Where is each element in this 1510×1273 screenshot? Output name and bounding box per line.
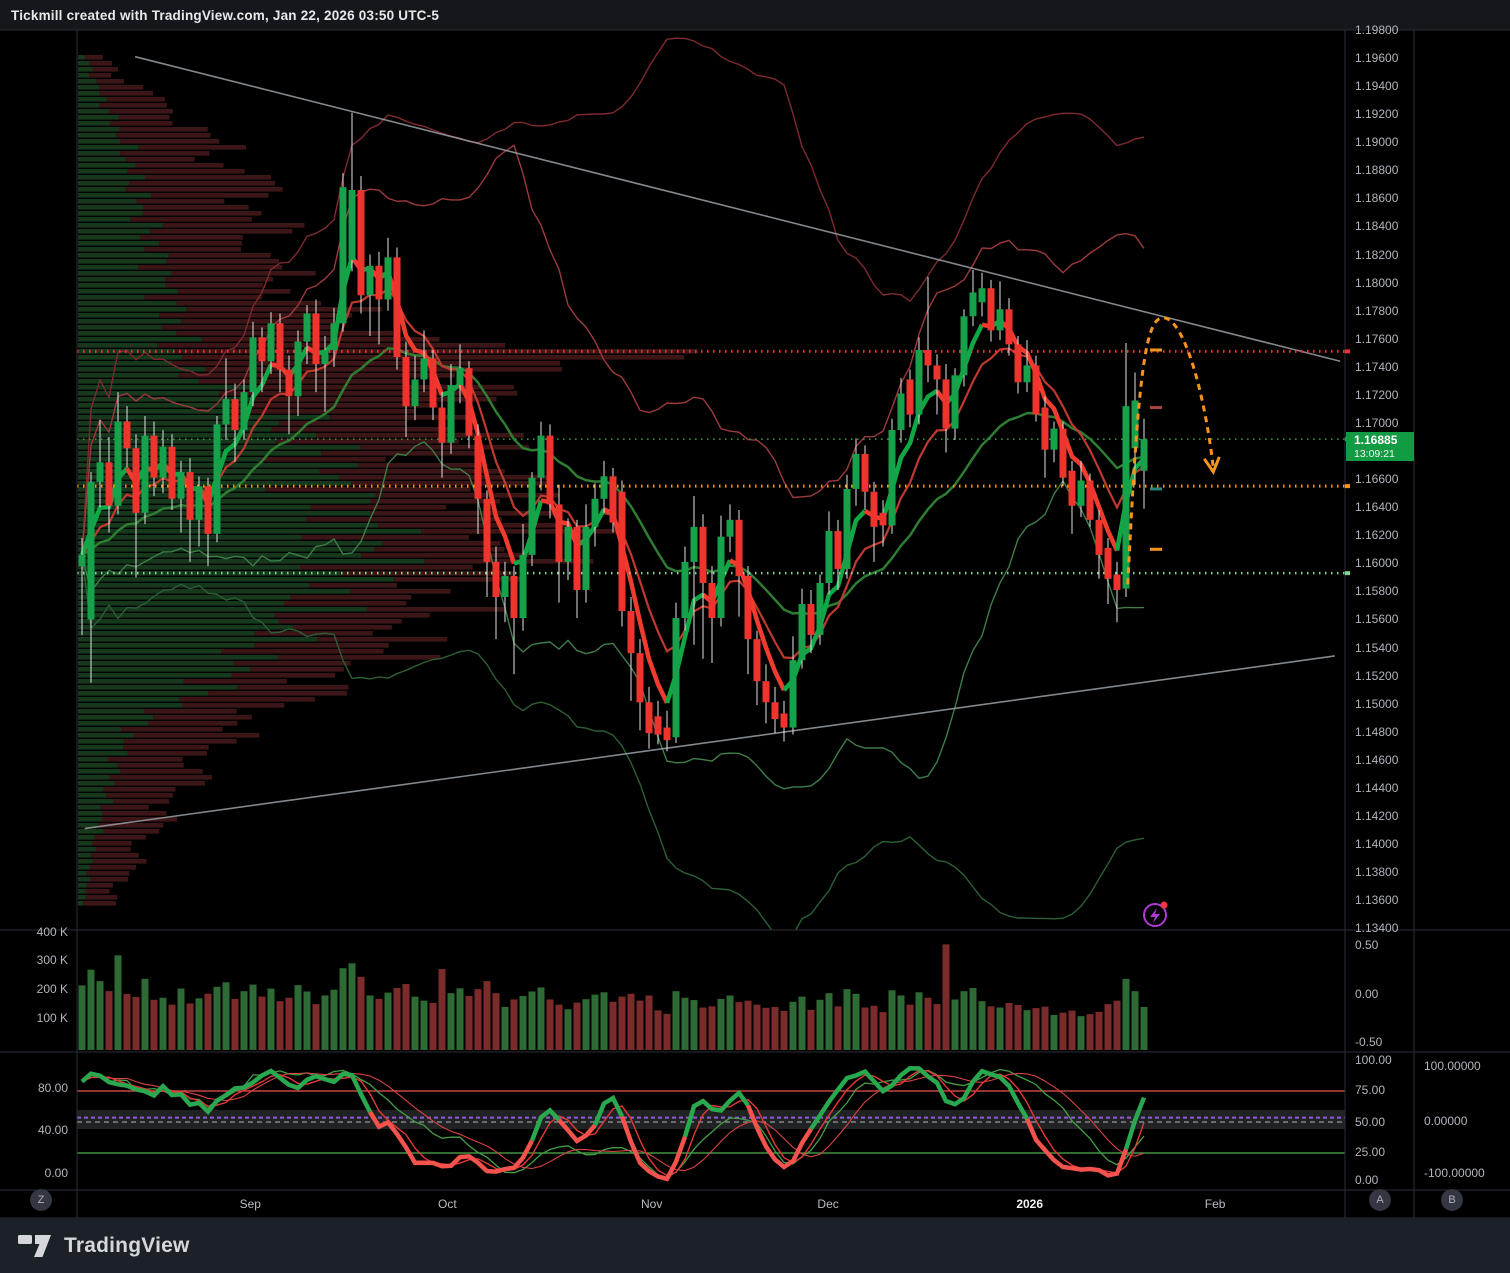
price-tick-label: 1.17600 xyxy=(1355,331,1399,346)
attribution-bar: Tickmill created with TradingView.com, J… xyxy=(0,0,1510,30)
price-tick-label: 1.15800 xyxy=(1355,584,1399,599)
price-tick-label: 1.18000 xyxy=(1355,275,1399,290)
oscillator-right-scale-label: 100.00 xyxy=(1355,1053,1392,1067)
price-tick-label: 1.14800 xyxy=(1355,724,1399,739)
price-tick-label: 1.19600 xyxy=(1355,51,1399,66)
oscillator-far-scale-label: 100.00000 xyxy=(1424,1059,1481,1073)
oscillator-right-scale-label: 75.00 xyxy=(1355,1083,1386,1097)
time-axis-label-2026: 2026 xyxy=(1016,1197,1044,1211)
price-tick-label: 1.19200 xyxy=(1355,107,1399,122)
oscillator-left-scale-label: 40.00 xyxy=(37,1123,68,1137)
oscillator-left-scale-label: 80.00 xyxy=(37,1081,68,1095)
left-indicator-axis[interactable] xyxy=(0,930,77,1190)
time-axis-label-oct: Oct xyxy=(438,1197,457,1211)
oscillator-right-scale-label: 0.00 xyxy=(1355,1173,1379,1187)
bar-countdown: 13:09:21 xyxy=(1354,447,1395,460)
volume-right-scale-label: -0.50 xyxy=(1355,1035,1383,1049)
price-tick-label: 1.13600 xyxy=(1355,893,1399,908)
oscillator-right-scale-label: 25.00 xyxy=(1355,1145,1386,1159)
price-tick-label: 1.18800 xyxy=(1355,163,1399,178)
last-price-value: 1.16885 xyxy=(1354,433,1398,447)
price-tick-label: 1.16400 xyxy=(1355,500,1399,515)
scale-b-button[interactable]: B xyxy=(1441,1189,1463,1211)
oscillator-far-scale-label: -100.00000 xyxy=(1424,1166,1485,1180)
price-tick-label: 1.18600 xyxy=(1355,191,1399,206)
price-tick-label: 1.16600 xyxy=(1355,472,1399,487)
oscillator-left-scale-label: 0.00 xyxy=(44,1166,68,1180)
price-tick-label: 1.15000 xyxy=(1355,696,1399,711)
tradingview-logo-icon xyxy=(18,1234,51,1257)
price-tick-label: 1.15400 xyxy=(1355,640,1399,655)
price-tick-label: 1.18400 xyxy=(1355,219,1399,234)
scale-a-button[interactable]: A xyxy=(1369,1189,1391,1211)
price-tick-label: 1.18200 xyxy=(1355,247,1399,262)
price-tick-label: 1.15600 xyxy=(1355,612,1399,627)
price-tick-label: 1.16000 xyxy=(1355,556,1399,571)
price-tick-label: 1.13800 xyxy=(1355,865,1399,880)
volume-scale-label: 100 K xyxy=(36,1011,68,1025)
volume-right-scale-label: 0.50 xyxy=(1355,938,1379,952)
price-tick-label: 1.17000 xyxy=(1355,415,1399,430)
time-axis[interactable] xyxy=(0,1190,1510,1218)
tradingview-logo-text: TradingView xyxy=(64,1233,190,1257)
price-tick-label: 1.17800 xyxy=(1355,303,1399,318)
price-tick-label: 1.14000 xyxy=(1355,837,1399,852)
price-tick-label: 1.14600 xyxy=(1355,752,1399,767)
time-axis-label-dec: Dec xyxy=(817,1197,839,1211)
oscillator-far-scale-label: 0.00000 xyxy=(1424,1114,1468,1128)
tradingview-logo[interactable]: TradingView xyxy=(18,1233,190,1259)
price-tick-label: 1.15200 xyxy=(1355,668,1399,683)
time-axis-label-nov: Nov xyxy=(641,1197,663,1211)
attribution-text: Tickmill created with TradingView.com, J… xyxy=(11,7,440,23)
secondary-price-axis[interactable] xyxy=(1414,30,1510,1190)
timezone-z-button[interactable]: Z xyxy=(30,1189,52,1211)
price-tick-label: 1.14200 xyxy=(1355,808,1399,823)
price-tick-label: 1.19800 xyxy=(1355,23,1399,37)
price-tick-label: 1.19000 xyxy=(1355,135,1399,150)
price-tick-label: 1.17400 xyxy=(1355,359,1399,374)
time-axis-label-feb: Feb xyxy=(1204,1197,1226,1211)
oscillator-right-scale-label: 50.00 xyxy=(1355,1115,1386,1129)
price-tick-label: 1.17200 xyxy=(1355,387,1399,402)
volume-scale-label: 200 K xyxy=(36,982,68,996)
last-price-label: 1.16885 13:09:21 xyxy=(1346,432,1414,461)
footer-bar: TradingView xyxy=(0,1218,1510,1273)
volume-right-scale-label: 0.00 xyxy=(1355,987,1379,1001)
volume-scale-label: 400 K xyxy=(36,925,68,939)
price-tick-label: 1.19400 xyxy=(1355,79,1399,94)
time-axis-label-sep: Sep xyxy=(239,1197,261,1211)
volume-scale-label: 300 K xyxy=(36,953,68,967)
price-tick-label: 1.16200 xyxy=(1355,528,1399,543)
price-tick-label: 1.14400 xyxy=(1355,780,1399,795)
price-tick-label: 1.13400 xyxy=(1355,921,1399,936)
